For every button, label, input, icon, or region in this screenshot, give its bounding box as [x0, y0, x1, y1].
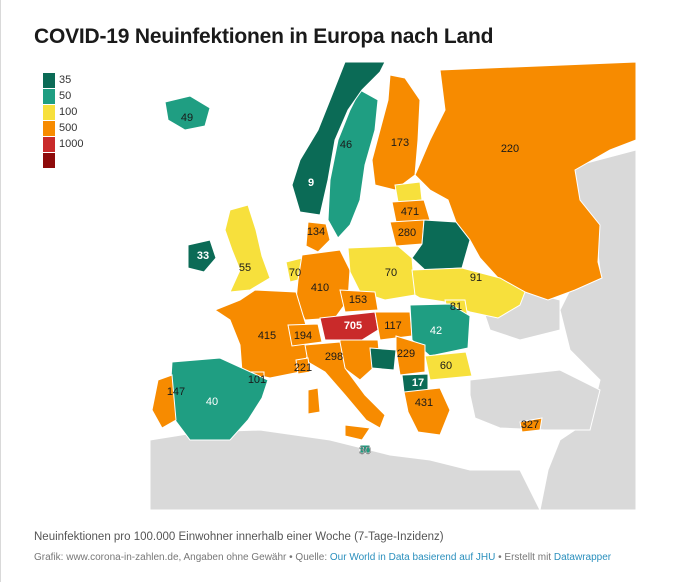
- label-hungary: 117: [384, 320, 402, 332]
- country-ukraine[interactable]: [411, 267, 526, 319]
- legend-row: 500: [43, 120, 83, 136]
- label-spain: 40: [206, 396, 218, 408]
- legend-swatch: [43, 88, 55, 104]
- label-germany: 410: [311, 282, 329, 294]
- legend-label: 100: [59, 106, 78, 118]
- color-legend: 35 50 100 500 1000: [43, 72, 83, 168]
- legend-row: 1000: [43, 136, 83, 152]
- label-latvia: 471: [401, 206, 419, 218]
- map-description: Neuinfektionen pro 100.000 Einwohner inn…: [34, 531, 444, 543]
- country-cyprus[interactable]: [519, 417, 543, 433]
- legend-row: 100: [43, 104, 83, 120]
- frame-border: [0, 0, 1, 582]
- country-switzerland[interactable]: [287, 323, 323, 347]
- country-czechia[interactable]: [339, 289, 379, 313]
- country-monaco[interactable]: [295, 357, 311, 375]
- country-romania[interactable]: [409, 303, 471, 357]
- label-netherlands: 70: [289, 267, 301, 279]
- country-ireland[interactable]: [187, 239, 217, 273]
- europe-map[interactable]: 49 9 46 173 220 471 280 134 33 55 70 410…: [34, 60, 637, 511]
- label-iceland: 49: [181, 112, 193, 124]
- legend-swatch: [43, 72, 55, 88]
- label-monaco: 221: [294, 362, 312, 374]
- country-austria[interactable]: [319, 311, 379, 341]
- legend-swatch: [43, 120, 55, 136]
- label-russia: 220: [501, 143, 519, 155]
- credits-line: Grafik: www.corona-in-zahlen.de, Angaben…: [34, 552, 611, 563]
- label-cyprus: 327: [521, 419, 539, 431]
- map-svg: 49 9 46 173 220 471 280 134 33 55 70 410…: [149, 61, 637, 511]
- legend-row: 35: [43, 72, 83, 88]
- legend-swatch: [43, 104, 55, 120]
- country-norway[interactable]: [291, 61, 386, 216]
- label-lithuania: 280: [398, 227, 416, 239]
- label-switzerland: 194: [294, 330, 312, 342]
- legend-row: [43, 152, 83, 168]
- datawrapper-link[interactable]: Datawrapper: [553, 552, 612, 563]
- country-italy[interactable]: [304, 341, 386, 429]
- label-bulgaria: 60: [440, 360, 452, 372]
- label-france: 415: [258, 330, 276, 342]
- value-labels: 49 9 46 173 220 471 280 134 33 55 70 410…: [167, 112, 539, 457]
- legend-label: 500: [59, 122, 78, 134]
- country-greece[interactable]: [403, 387, 451, 436]
- label-austria: 705: [344, 320, 362, 332]
- credits-text: Grafik: www.corona-in-zahlen.de, Angaben…: [34, 552, 330, 563]
- label-greece: 431: [415, 397, 433, 409]
- country-estonia[interactable]: [394, 181, 423, 203]
- label-north-macedonia: 17: [412, 377, 424, 389]
- source-link[interactable]: Our World in Data basierend auf JHU: [329, 552, 496, 563]
- country-serbia[interactable]: [395, 335, 426, 376]
- country-bulgaria[interactable]: [424, 351, 473, 381]
- legend-label: 50: [59, 90, 72, 102]
- label-ukraine: 91: [470, 272, 482, 284]
- credits-middle: • Erstellt mit: [495, 552, 554, 563]
- label-czechia: 153: [349, 294, 367, 306]
- label-norway: 9: [308, 177, 314, 189]
- legend-row: 50: [43, 88, 83, 104]
- country-bosnia[interactable]: [369, 347, 397, 371]
- country-iceland[interactable]: [164, 95, 211, 131]
- label-ireland: 33: [197, 250, 209, 262]
- label-poland: 70: [385, 267, 397, 279]
- country-malta[interactable]: [359, 444, 371, 454]
- label-denmark: 134: [307, 226, 325, 238]
- label-andorra: 101: [248, 374, 266, 386]
- country-uk[interactable]: [224, 204, 271, 293]
- legend-label: 35: [59, 74, 72, 86]
- country-italy-sicily: [344, 424, 371, 441]
- label-malta: 30: [359, 445, 371, 457]
- label-moldova: 81: [450, 301, 462, 313]
- country-denmark[interactable]: [305, 221, 331, 253]
- country-italy-sardinia: [307, 387, 321, 415]
- country-russia[interactable]: [414, 61, 637, 301]
- label-uk: 55: [239, 262, 251, 274]
- country-poland[interactable]: [347, 245, 416, 301]
- label-finland: 173: [391, 137, 409, 149]
- country-sweden[interactable]: [327, 89, 379, 239]
- countries: [151, 61, 637, 454]
- legend-swatch: [43, 152, 55, 168]
- country-portugal[interactable]: [151, 374, 177, 429]
- legend-swatch: [43, 136, 55, 152]
- country-finland[interactable]: [371, 74, 421, 191]
- nodata-land: [149, 149, 637, 511]
- label-romania: 42: [430, 325, 442, 337]
- label-sweden: 46: [340, 139, 352, 151]
- legend-label: 1000: [59, 138, 84, 150]
- label-slovenia: 298: [325, 351, 343, 363]
- label-serbia: 229: [397, 348, 415, 360]
- label-portugal: 147: [167, 386, 185, 398]
- map-title: COVID-19 Neuinfektionen in Europa nach L…: [34, 25, 494, 48]
